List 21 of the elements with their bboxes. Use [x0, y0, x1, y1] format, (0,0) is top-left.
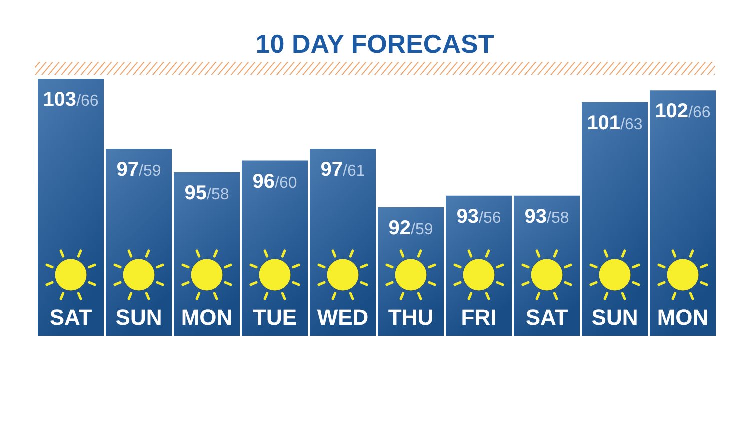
data-label: 93/56: [456, 206, 502, 228]
x-tick-label: SUN: [116, 305, 162, 330]
x-tick-label: MON: [181, 305, 233, 330]
chart-title: 10 DAY FORECAST: [256, 29, 494, 59]
data-label: 102/66: [655, 100, 711, 123]
x-tick-label: SUN: [592, 305, 638, 330]
x-tick-label: MON: [657, 305, 709, 330]
data-label: 101/63: [587, 112, 643, 134]
data-label: 95/58: [184, 182, 230, 204]
x-tick-label: SAT: [526, 305, 569, 330]
x-tick-label: WED: [317, 305, 369, 330]
data-label: 97/61: [320, 159, 366, 182]
x-tick-label: THU: [388, 305, 434, 330]
x-tick-label: TUE: [253, 305, 297, 330]
data-label: 93/58: [524, 206, 570, 228]
data-label: 96/60: [252, 170, 298, 193]
data-label: 97/59: [116, 159, 162, 182]
data-label: 92/59: [388, 218, 434, 240]
data-label: 103/66: [43, 89, 99, 111]
x-tick-label: SAT: [50, 305, 93, 330]
x-tick-label: FRI: [461, 305, 497, 330]
